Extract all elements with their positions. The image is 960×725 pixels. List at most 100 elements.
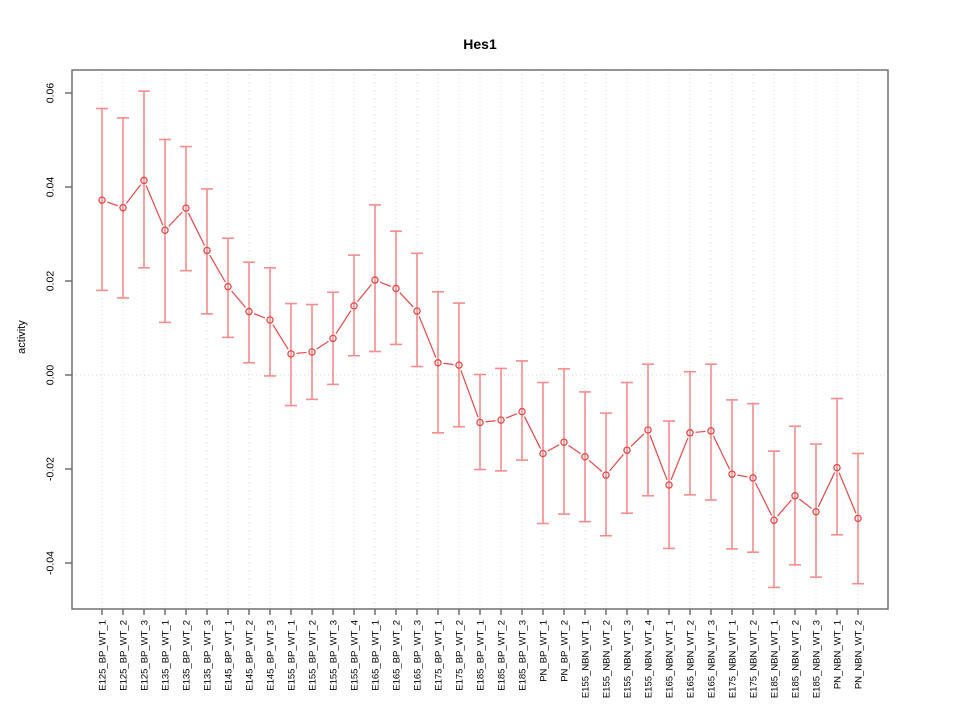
error-bar <box>600 412 612 537</box>
error-bar <box>369 204 381 353</box>
connector-segment <box>568 444 581 455</box>
data-point-marker <box>686 429 694 437</box>
connector-segment <box>253 313 266 319</box>
data-point-marker <box>644 426 652 434</box>
connector-segment <box>817 472 836 508</box>
x-tick-label: PN_BP_WT_2 <box>560 620 571 682</box>
x-tick-label: E135_BP_WT_3 <box>203 620 214 691</box>
x-tick-label: E155_NBN_WT_3 <box>623 620 634 698</box>
error-bar <box>285 302 297 407</box>
connector-segment <box>547 444 560 452</box>
connector-segment <box>335 310 352 335</box>
error-bar <box>579 391 591 523</box>
y-tick-label: -0.02 <box>45 457 57 481</box>
data-point-marker <box>623 446 631 454</box>
connector-segment <box>485 420 496 423</box>
data-point-marker <box>98 196 106 204</box>
error-bar <box>474 373 486 471</box>
connector-segment <box>799 498 812 509</box>
data-point-marker <box>539 449 547 458</box>
data-point-marker <box>791 492 799 500</box>
error-bar <box>684 370 696 496</box>
data-point-marker <box>749 474 757 482</box>
x-tick-label: E185_BP_WT_2 <box>497 620 508 691</box>
data-point-marker <box>812 508 820 516</box>
error-bar <box>432 291 444 434</box>
error-bar <box>663 420 675 550</box>
error-bar <box>327 291 339 386</box>
error-bar <box>180 145 192 272</box>
data-point-marker <box>224 282 232 291</box>
connector-segment <box>630 433 645 447</box>
x-tick-label: E175_NBN_WT_1 <box>728 620 739 698</box>
x-tick-label: E155_NBN_WT_2 <box>602 620 613 698</box>
connector-segment <box>838 472 857 514</box>
data-point-marker <box>119 203 127 212</box>
connector-segment <box>145 185 164 226</box>
x-tick-label: E165_NBN_WT_2 <box>686 620 697 698</box>
error-bar <box>390 230 402 346</box>
error-bar <box>516 360 528 461</box>
x-tick-label: E155_BP_WT_3 <box>329 620 340 691</box>
x-tick-label: E145_BP_WT_2 <box>245 620 256 691</box>
x-tick-label: E145_BP_WT_1 <box>224 620 235 691</box>
connector-segment <box>777 499 792 517</box>
connector-segment <box>168 211 183 227</box>
error-bar <box>726 399 738 550</box>
connector-segment <box>754 482 773 516</box>
x-tick-label: E155_BP_WT_4 <box>350 620 361 691</box>
data-point-marker <box>413 307 421 315</box>
data-point-marker <box>161 226 169 234</box>
error-bar <box>789 425 801 566</box>
data-point-marker <box>434 359 442 367</box>
data-point-marker <box>182 204 190 212</box>
connector-segment <box>187 212 206 246</box>
data-point-marker <box>371 276 379 284</box>
data-point-marker <box>665 481 673 489</box>
connector-segment <box>231 290 246 308</box>
error-bar <box>537 381 549 525</box>
error-bar <box>159 138 171 324</box>
connector-segment <box>737 474 748 478</box>
data-point-marker <box>245 307 253 316</box>
data-point-marker <box>476 418 484 427</box>
x-tick-label: PN_BP_WT_1 <box>539 620 550 682</box>
error-bar <box>705 363 717 501</box>
x-tick-label: E155_BP_WT_1 <box>287 620 298 691</box>
x-tick-label: E155_NBN_WT_1 <box>581 620 592 698</box>
connector-segment <box>588 459 603 472</box>
error-bar <box>96 107 108 292</box>
data-point-marker <box>833 463 841 472</box>
data-point-marker <box>203 246 211 255</box>
data-point-marker <box>350 302 358 310</box>
error-bar <box>810 443 822 578</box>
y-tick-label: 0.04 <box>45 177 57 198</box>
error-bar <box>138 90 150 269</box>
plot-area: 0.06 0.04 0.02 0.00 -0.02 -0.04 E125_BP_WT_1 E1… <box>45 69 889 698</box>
x-tick-label: E165_BP_WT_2 <box>392 620 403 691</box>
x-tick-label: E125_BP_WT_3 <box>140 620 151 691</box>
x-tick-label: E125_BP_WT_1 <box>98 620 109 691</box>
error-bar <box>348 254 360 357</box>
data-point-marker <box>140 176 148 185</box>
error-bar <box>747 402 759 553</box>
x-tick-label: E155_NBN_WT_4 <box>644 620 655 698</box>
x-tick-label: E185_NBN_WT_2 <box>791 620 802 698</box>
connector-segment <box>418 315 437 358</box>
x-tick-label: E185_BP_WT_1 <box>476 620 487 691</box>
error-bar <box>453 302 465 428</box>
connector-segment <box>399 292 414 308</box>
error-bar <box>642 363 654 497</box>
data-point-marker <box>329 334 337 343</box>
data-point-marker <box>455 361 463 369</box>
error-bar <box>831 397 843 536</box>
data-point-marker <box>518 407 526 416</box>
connector-segment <box>379 281 392 288</box>
connector-segment <box>125 184 142 204</box>
connector-segment <box>523 416 542 449</box>
x-tick-label: PN_NBN_WT_2 <box>854 620 865 689</box>
data-point-marker <box>560 438 568 446</box>
error-bar <box>411 252 423 368</box>
